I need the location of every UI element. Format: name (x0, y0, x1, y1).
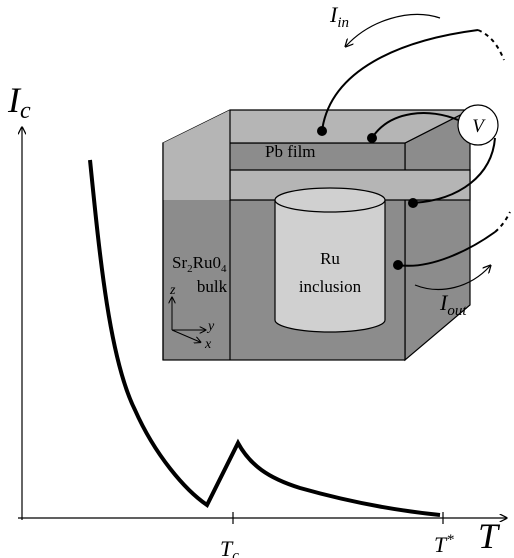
coord-label: x (204, 337, 212, 352)
bulk-label: bulk (197, 277, 228, 296)
bulk-label: Sr2Ru04 (172, 253, 227, 275)
text-part: Sr (172, 253, 187, 272)
current-arrow (346, 14, 440, 46)
inclusion-label: Ru (320, 249, 340, 268)
label-sub: out (447, 303, 467, 319)
coord-label: y (206, 319, 215, 334)
label-sub: in (337, 15, 349, 31)
film-left (163, 110, 230, 200)
current-in-label: Iin (329, 2, 349, 31)
wire-dashed (495, 212, 510, 232)
wire-dashed (478, 30, 504, 60)
film-label: Pb film (265, 142, 316, 161)
figure: Ic T Tc T* Pb film Sr2Ru04 bulk Ru inclu… (0, 0, 514, 558)
tick-label: T* (434, 532, 454, 557)
contact (367, 133, 377, 143)
text-part: Ru0 (193, 253, 221, 272)
contact (408, 198, 418, 208)
block-side (405, 110, 470, 360)
coord-label: z (169, 283, 176, 298)
label-sub: c (20, 98, 31, 124)
contact (393, 260, 403, 270)
inclusion-top (275, 188, 385, 212)
label-sup: * (446, 532, 454, 548)
contact (317, 126, 327, 136)
tick-label: Tc (220, 536, 239, 558)
page: {"axes": {"y_label": {"main": "I", "sub"… (0, 0, 514, 558)
text-sub: 4 (221, 263, 227, 275)
inclusion-label: inclusion (299, 277, 362, 296)
y-label: Ic (7, 80, 31, 124)
label-sub: c (232, 548, 239, 558)
x-label: T (478, 516, 501, 556)
